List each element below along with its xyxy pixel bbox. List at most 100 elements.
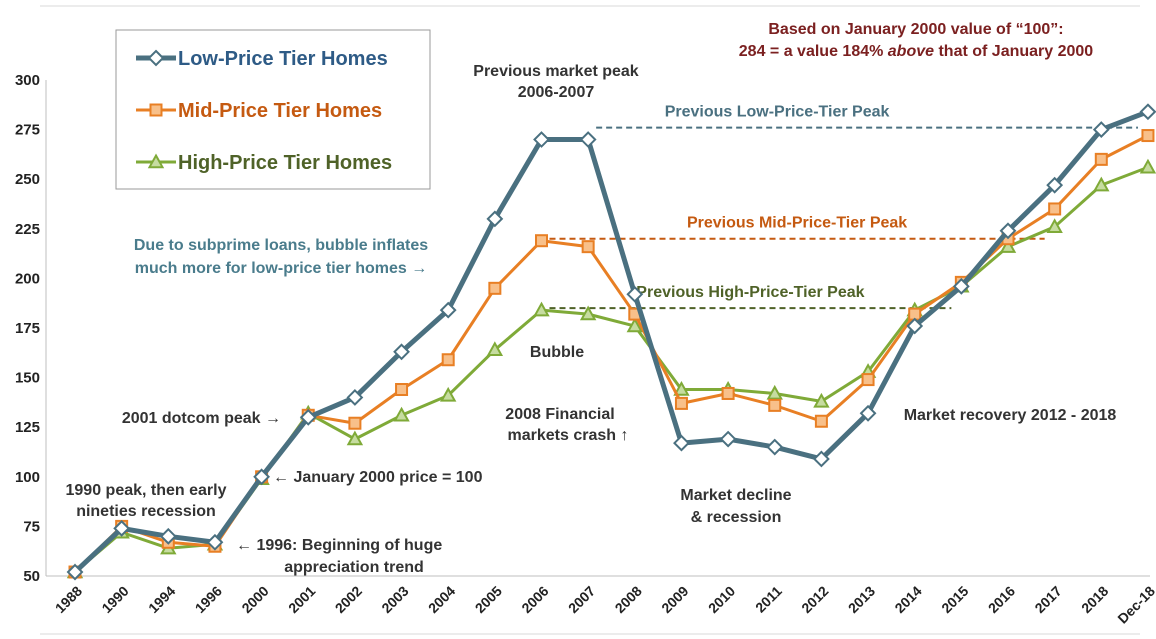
legend-swatch-marker xyxy=(147,49,165,67)
data-point xyxy=(488,281,502,295)
annotation-1996-trend-2: appreciation trend xyxy=(284,559,424,576)
x-tick-label: 2007 xyxy=(565,583,598,616)
reference-line-label: Previous Mid-Price-Tier Peak xyxy=(687,215,907,232)
legend: Low-Price Tier Homes Mid-Price Tier Homes… xyxy=(115,29,431,190)
note-line-2-b: above xyxy=(888,43,934,60)
series-group xyxy=(66,103,1156,581)
data-point xyxy=(1093,176,1110,192)
data-point xyxy=(859,404,877,422)
x-axis-ticks: 1988 1990 1994 1996 2000 2001 2002 2003 2004 2005… xyxy=(52,583,1156,627)
x-tick-label: 2003 xyxy=(378,583,411,616)
data-point xyxy=(535,234,548,248)
data-point xyxy=(766,384,783,400)
data-point xyxy=(253,468,271,486)
data-point xyxy=(1139,158,1156,174)
data-point xyxy=(673,434,690,452)
note-line-2: 284 = a value 184% above that of January… xyxy=(739,43,1094,60)
legend-item: High-Price Tier Homes xyxy=(136,152,392,174)
data-point xyxy=(441,353,455,367)
data-point xyxy=(952,277,970,295)
data-point xyxy=(1141,129,1155,143)
annotation-decline-1: Market decline xyxy=(680,487,791,504)
annotation-dotcom: 2001 dotcom peak → xyxy=(122,410,281,427)
y-tick-label: 125 xyxy=(15,419,40,436)
y-tick-label: 150 xyxy=(15,370,40,387)
x-tick-label: 2008 xyxy=(612,583,645,616)
data-point xyxy=(999,238,1017,253)
annotation-1990-peak-1: 1990 peak, then early xyxy=(66,482,227,499)
x-tick-label: 2000 xyxy=(238,583,271,616)
data-point xyxy=(719,430,737,448)
annotation-crash-2: markets crash ↑ xyxy=(508,427,629,444)
annotation-recovery: Market recovery 2012 - 2018 xyxy=(904,407,1117,424)
annotation-subprime-2: much more for low-price tier homes → xyxy=(135,260,428,277)
annotation-1996-trend-1: ← 1996: Beginning of huge xyxy=(236,537,442,554)
y-tick-label: 75 xyxy=(23,518,40,535)
data-point xyxy=(346,430,364,446)
annotation-previous-peak-1: Previous market peak xyxy=(473,63,639,80)
x-tick-label: 2017 xyxy=(1031,583,1064,616)
data-point xyxy=(393,406,410,422)
legend-label: High-Price Tier Homes xyxy=(178,152,392,174)
data-point xyxy=(533,301,550,317)
x-tick-label: 1994 xyxy=(145,583,178,616)
annotation-bubble: Bubble xyxy=(530,344,584,361)
data-point xyxy=(1094,152,1108,166)
x-tick-label: 2004 xyxy=(425,583,458,616)
annotation-previous-peak-2: 2006-2007 xyxy=(518,84,595,101)
data-point xyxy=(768,398,782,412)
annotation-decline-2: & recession xyxy=(691,509,782,526)
data-point xyxy=(581,240,595,254)
x-tick-label: 2002 xyxy=(332,583,365,616)
x-tick-label: 2014 xyxy=(891,583,924,616)
data-point xyxy=(1139,103,1156,121)
reference-line-label: Previous High-Price-Tier Peak xyxy=(636,284,864,301)
data-point xyxy=(113,519,131,537)
y-tick-label: 50 xyxy=(23,568,40,585)
y-tick-label: 100 xyxy=(15,469,40,486)
legend-items: Low-Price Tier Homes Mid-Price Tier Homes… xyxy=(136,48,392,174)
x-tick-label: 2005 xyxy=(472,583,505,616)
legend-item: Mid-Price Tier Homes xyxy=(136,100,382,122)
data-point xyxy=(906,317,924,335)
legend-swatch-marker xyxy=(149,103,163,117)
data-point xyxy=(579,131,597,148)
x-tick-label: 2006 xyxy=(518,583,551,616)
note-line-2-a: 284 = a value 184% xyxy=(739,43,888,60)
reference-lines: Previous Low-Price-Tier Peak Previous Mid… xyxy=(549,104,1138,310)
data-point xyxy=(299,408,317,426)
legend-swatch-marker xyxy=(147,153,165,169)
data-point xyxy=(66,563,84,581)
data-point xyxy=(348,416,362,430)
data-point xyxy=(486,210,504,228)
series-square xyxy=(68,129,1155,579)
series-diamond xyxy=(66,103,1156,581)
series-line xyxy=(73,109,1149,574)
note-line-2-c: that of January 2000 xyxy=(934,43,1093,60)
data-point xyxy=(673,380,690,396)
data-point xyxy=(814,414,828,428)
data-point xyxy=(1092,121,1110,139)
data-point xyxy=(999,222,1017,240)
note-line-1: Based on January 2000 value of “100”: xyxy=(768,21,1063,38)
y-axis-ticks: 50 75 100 125 150 175 200 225 250 275 300 xyxy=(15,72,40,585)
x-tick-label: 2013 xyxy=(845,583,878,616)
legend-label: Mid-Price Tier Homes xyxy=(178,100,382,122)
x-tick-label: 1988 xyxy=(52,583,85,616)
x-tick-label: 2011 xyxy=(752,583,785,616)
x-tick-label: 1990 xyxy=(98,583,131,616)
legend-item: Low-Price Tier Homes xyxy=(136,48,388,70)
y-tick-label: 300 xyxy=(15,72,40,89)
y-tick-label: 225 xyxy=(15,221,40,238)
data-point xyxy=(533,131,550,148)
data-point xyxy=(346,389,364,406)
data-point xyxy=(1046,218,1063,234)
legend-label: Low-Price Tier Homes xyxy=(178,48,388,70)
annotation-jan2000: ← January 2000 price = 100 xyxy=(273,469,483,486)
data-point xyxy=(813,392,830,408)
y-tick-label: 200 xyxy=(15,270,40,287)
data-point xyxy=(721,386,735,400)
y-tick-label: 250 xyxy=(15,171,40,188)
annotation-crash-1: 2008 Financial xyxy=(505,406,614,423)
